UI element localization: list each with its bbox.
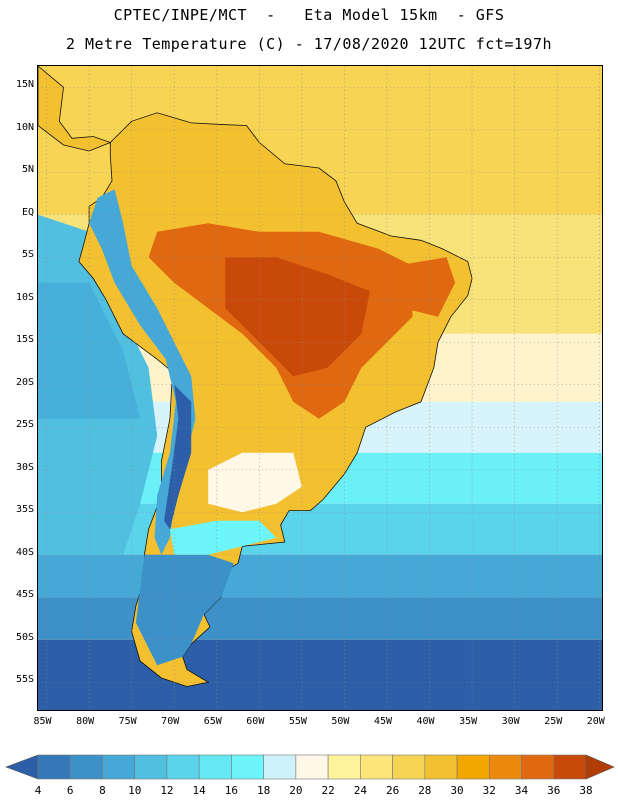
northeast-brazil-hot xyxy=(395,257,456,317)
colorbar-level-label: 10 xyxy=(128,784,142,797)
latitude-tick-label: 10S xyxy=(15,291,34,303)
colorbar-level-label: 6 xyxy=(66,784,74,797)
longitude-tick-label: 30W xyxy=(501,716,520,727)
latitude-tick-label: 35S xyxy=(15,504,34,516)
latitude-tick-label: 5S xyxy=(21,249,34,261)
colorbar-swatch xyxy=(295,754,329,780)
colorbar-level-label: 12 xyxy=(160,784,174,797)
longitude-tick-label: 20W xyxy=(586,716,605,727)
colorbar-level-label: 8 xyxy=(99,784,106,797)
colorbar-level-label: 34 xyxy=(514,784,529,797)
latitude-tick-label: 50S xyxy=(15,631,34,643)
longitude-tick-label: 55W xyxy=(288,716,307,727)
colorbar-level-label: 14 xyxy=(192,784,206,797)
colorbar-level-label: 32 xyxy=(482,784,496,797)
colorbar-swatch xyxy=(424,754,458,780)
colorbar-level-label: 20 xyxy=(289,784,303,797)
longitude-tick-label: 85W xyxy=(33,716,52,727)
andes-coldest-core xyxy=(164,384,192,530)
longitude-tick-label: 70W xyxy=(161,716,180,727)
colorbar-level-label: 38 xyxy=(579,784,593,797)
colorbar-swatch xyxy=(521,754,555,780)
latitude-tick-label: 25S xyxy=(15,419,34,431)
longitude-tick-label: 45W xyxy=(373,716,393,727)
longitude-tick-label: 35W xyxy=(459,716,478,727)
colorbar-level-label: 24 xyxy=(353,784,367,797)
ocean-band-cool xyxy=(38,554,602,598)
longitude-tick-label: 60W xyxy=(246,716,265,727)
colorbar-level-label: 22 xyxy=(321,784,335,797)
colorbar-swatch xyxy=(392,754,426,780)
colorbar-level-label: 36 xyxy=(547,784,561,797)
ocean-band-cold xyxy=(38,597,602,640)
colorbar-swatch xyxy=(166,754,200,780)
longitude-tick-label: 80W xyxy=(76,716,95,727)
colorbar-level-label: 18 xyxy=(257,784,271,797)
latitude-tick-label: 20S xyxy=(15,376,34,388)
colorbar xyxy=(5,754,615,780)
colorbar-swatch xyxy=(488,754,522,780)
latitude-tick-label: 55S xyxy=(15,674,34,686)
pampas-mild xyxy=(169,520,277,555)
central-america-landmass xyxy=(38,66,112,152)
central-brazil-hottest xyxy=(225,257,370,377)
latitude-tick-label: 30S xyxy=(15,461,34,473)
colorbar-level-label: 28 xyxy=(418,784,432,797)
map-canvas xyxy=(38,66,602,710)
colorbar-level-label: 30 xyxy=(450,784,464,797)
colorbar-level-label: 16 xyxy=(224,784,239,797)
colorbar-level-label: 4 xyxy=(34,784,42,797)
colorbar-swatch xyxy=(69,754,103,780)
latitude-tick-label: 10N xyxy=(15,121,34,133)
patagonia-cool xyxy=(135,554,234,666)
colorbar-swatch xyxy=(456,754,490,780)
latitude-tick-label: 5N xyxy=(21,164,34,176)
colorbar-arrow-high xyxy=(585,754,615,780)
colorbar-swatch xyxy=(102,754,136,780)
longitude-tick-label: 40W xyxy=(416,716,435,727)
map-title-line2: 2 Metre Temperature (C) - 17/08/2020 12U… xyxy=(65,35,553,53)
colorbar-swatch xyxy=(231,754,264,780)
latitude-tick-label: 45S xyxy=(15,589,34,601)
longitude-tick-label: 50W xyxy=(331,716,350,727)
colorbar-swatch xyxy=(360,754,393,780)
latitude-tick-label: 40S xyxy=(15,546,34,558)
temperature-map xyxy=(37,65,603,711)
colorbar-swatch xyxy=(553,754,587,780)
longitude-tick-label: 65W xyxy=(203,716,222,727)
longitude-tick-label: 25W xyxy=(544,716,563,727)
colorbar-swatch xyxy=(327,754,361,780)
argentina-north-mild xyxy=(208,452,302,513)
latitude-tick-label: EQ xyxy=(21,206,34,218)
longitude-tick-label: 75W xyxy=(118,716,137,727)
colorbar-level-label: 26 xyxy=(385,784,400,797)
ocean-band-polar xyxy=(38,639,602,710)
colorbar-arrow-low xyxy=(5,754,39,780)
latitude-tick-label: 15N xyxy=(15,79,34,91)
colorbar-swatch xyxy=(198,754,232,780)
latitude-tick-label: 15S xyxy=(15,334,34,346)
map-title-line1: CPTEC/INPE/MCT - Eta Model 15km - GFS xyxy=(113,6,505,24)
colorbar-swatch xyxy=(37,754,71,780)
colorbar-swatch xyxy=(263,754,297,780)
andes-cold-spine xyxy=(89,189,196,555)
colorbar-swatch xyxy=(134,754,168,780)
